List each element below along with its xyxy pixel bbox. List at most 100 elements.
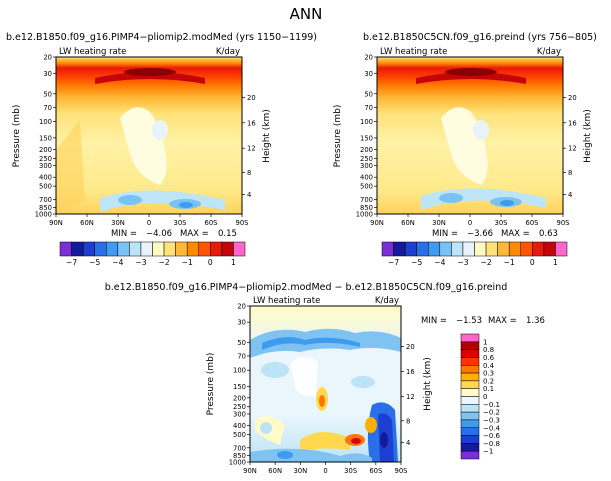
stats-min-label: MIN = [111, 229, 137, 239]
x-tick-label: 30S [174, 219, 187, 227]
panel-right-y-axis-right: 20 16 12 8 4 [563, 94, 577, 199]
panel-right-x-axis: 90N 60N 30N 0 30S 60S 90S [370, 214, 569, 227]
panel-left-variable: LW heating rate [59, 47, 126, 57]
y-right-tick-label: 12 [568, 145, 577, 153]
stats-min-label: MIN = [421, 316, 447, 326]
colorbar-swatch [460, 396, 480, 405]
y-tick-label: 150 [233, 383, 246, 391]
y-tick-label: 250 [360, 155, 373, 163]
colorbar-swatch [129, 241, 142, 257]
y-tick-label: 700 [360, 196, 373, 204]
colorbar-swatch [460, 357, 480, 366]
y-tick-label: 300 [39, 162, 52, 170]
colorbar-label: −4 [434, 258, 445, 267]
y-tick-label: 70 [364, 104, 373, 112]
x-tick-label: 30N [293, 467, 307, 475]
y-tick-label: 150 [39, 134, 52, 142]
y-tick-label: 30 [237, 319, 246, 327]
panel-left-y-axis-right: 20 16 12 8 4 [242, 94, 256, 199]
panel-right-ylabel: Pressure (mb) [333, 105, 343, 168]
y-tick-label: 250 [233, 403, 246, 411]
y-tick-label: 850 [39, 204, 52, 212]
colorbar-label: −0.4 [483, 424, 501, 432]
panel-right: b.e12.B1850C5CN.f09_g16.preind (yrs 756−… [333, 32, 597, 239]
y-tick-label: 20 [364, 54, 373, 62]
x-tick-label: 30S [344, 467, 357, 475]
y-tick-label: 1000 [35, 211, 52, 219]
y-tick-label: 20 [43, 54, 52, 62]
panel-left-ylabel-right: Height (km) [262, 109, 272, 163]
panel-left-units: K/day [216, 47, 240, 57]
x-tick-label: 90S [236, 219, 249, 227]
colorbar-swatch [520, 241, 533, 257]
colorbar-label: 0 [483, 393, 487, 401]
y-tick-label: 500 [360, 183, 373, 191]
colorbar-swatch [460, 333, 480, 343]
colorbar-swatch [460, 411, 480, 421]
x-tick-label: 0 [323, 467, 327, 475]
colorbar-swatch [233, 241, 246, 257]
x-tick-label: 60N [268, 467, 282, 475]
x-tick-label: 60S [526, 219, 539, 227]
colorbar-swatch [404, 241, 417, 257]
colorbar-label: 0.6 [483, 354, 495, 362]
colorbar-label: −0.2 [483, 409, 500, 417]
stats-max-value: 1.36 [526, 316, 545, 326]
stats-max-label: MAX = [180, 229, 209, 239]
panel-left-stats: MIN = −4.06 MAX = 0.15 [111, 229, 237, 239]
panel-right-units: K/day [537, 47, 561, 57]
colorbar-swatch [460, 365, 480, 374]
panel-diff-y-axis-right: 20 16 12 8 4 [401, 343, 415, 447]
y-right-tick-label: 8 [568, 169, 572, 177]
colorbar-label: 0.1 [483, 385, 494, 393]
colorbar-label: −7 [66, 258, 77, 267]
x-tick-label: 60N [401, 219, 415, 227]
y-tick-label: 400 [360, 174, 373, 182]
y-tick-label: 50 [364, 90, 373, 98]
x-tick-label: 60N [80, 219, 94, 227]
panel-left-ylabel: Pressure (mb) [12, 105, 22, 168]
colorbar-swatch [163, 241, 176, 257]
y-right-tick-label: 16 [568, 119, 577, 127]
colorbar-swatch [210, 241, 223, 257]
colorbar-swatch [460, 341, 480, 350]
colorbar-swatch [460, 443, 480, 452]
y-tick-label: 100 [233, 367, 246, 375]
panel-right-variable: LW heating rate [380, 47, 447, 57]
panel-right-ylabel-right: Height (km) [583, 109, 593, 163]
colorbar-label: −2 [159, 258, 170, 267]
panel-diff-units: K/day [375, 296, 399, 306]
colorbar-swatch [416, 241, 429, 257]
y-tick-label: 100 [39, 118, 52, 126]
y-tick-label: 20 [237, 303, 246, 311]
colorbar-label: −5 [89, 258, 100, 267]
y-tick-label: 50 [237, 339, 246, 347]
colorbar-label: 0.8 [483, 346, 494, 354]
colorbar-label: 0.3 [483, 370, 494, 378]
colorbar-label: −5 [411, 258, 422, 267]
colorbar-label: 1 [231, 258, 236, 267]
colorbar-swatch [460, 450, 480, 460]
colorbar-right: −7 −5 −4 −3 −2 −1 0 1 [381, 241, 568, 267]
x-tick-label: 30N [432, 219, 446, 227]
y-right-tick-label: 20 [406, 343, 415, 351]
x-tick-label: 30S [495, 219, 508, 227]
panel-diff-variable: LW heating rate [253, 296, 320, 306]
y-tick-label: 850 [360, 204, 373, 212]
colorbar-swatch [460, 349, 480, 358]
colorbar-swatch [460, 427, 480, 436]
panel-right-field [377, 57, 563, 214]
colorbar-swatch [460, 380, 480, 389]
colorbar-label: −4 [112, 258, 123, 267]
colorbar-swatch [221, 241, 234, 257]
colorbar-label: 1 [483, 338, 487, 346]
x-tick-label: 0 [468, 219, 472, 227]
colorbar-swatch [439, 241, 452, 257]
stats-min-value: −4.06 [146, 229, 172, 239]
y-tick-label: 150 [360, 134, 373, 142]
panel-diff-ylabel-right: Height (km) [423, 357, 433, 411]
x-tick-label: 30N [111, 219, 125, 227]
